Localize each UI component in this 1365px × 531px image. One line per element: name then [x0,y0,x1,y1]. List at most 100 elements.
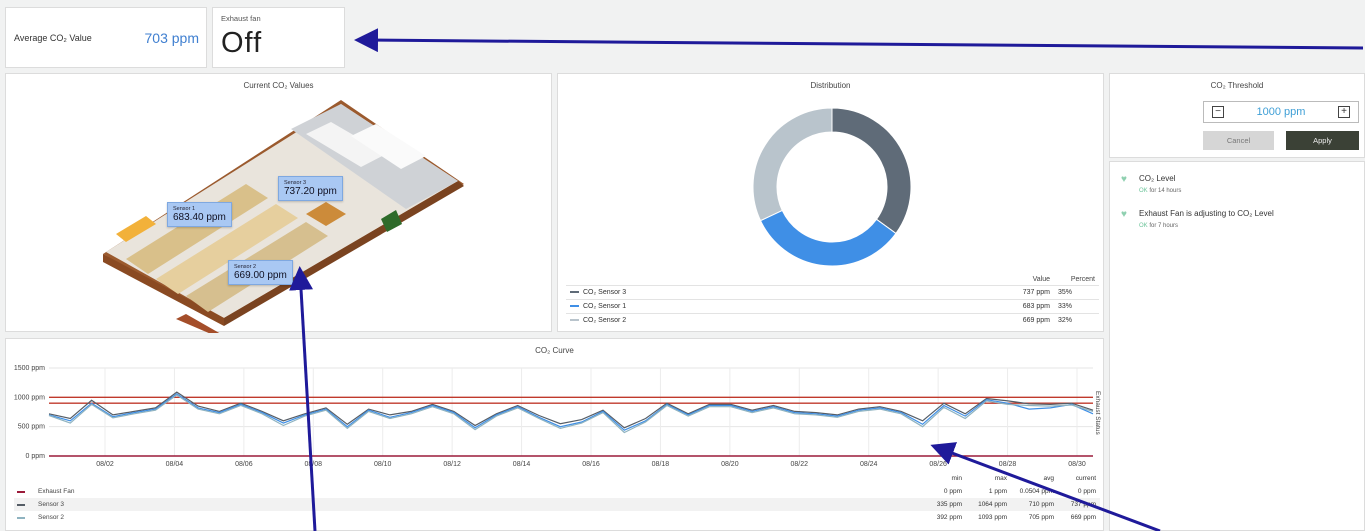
row-name: CO₂ Sensor 3 [583,289,627,296]
legend-header-row: min max avg current [14,472,1100,485]
threshold-panel: CO₂ Threshold − 1000 ppm + Cancel Apply [1109,73,1365,158]
legend-swatch [17,517,25,519]
x-tick-label: 08/26 [929,461,947,468]
status-title: Exhaust Fan is adjusting to CO₂ Level [1139,209,1274,218]
current-values-title: Current CO₂ Values [243,81,314,90]
cancel-button[interactable]: Cancel [1203,131,1274,150]
average-co2-value: 703 ppm [144,30,199,46]
series-line[interactable] [48,393,1094,431]
x-tick-label: 08/24 [860,461,878,468]
row-name: CO₂ Sensor 2 [583,317,627,324]
sensor-2-marker[interactable]: Sensor 2 669.00 ppm [228,260,293,285]
x-tick-label: 08/16 [582,461,600,468]
sensor-1-marker[interactable]: Sensor 1 683.40 ppm [167,202,232,227]
legend-header-current: current [1075,475,1096,482]
legend-swatch [570,305,579,308]
co2-curve-chart[interactable]: 0 ppm 500 ppm 1000 ppm 1500 ppm 08/02 08/04 08… [6,339,1105,472]
sensor-3-value: 737.20 ppm [284,186,337,197]
col-value-header: Value [1032,276,1050,283]
row-value: 737 ppm [939,285,1054,300]
apply-button[interactable]: Apply [1286,131,1359,150]
y-tick-label: 1000 ppm [14,394,45,401]
donut-slice[interactable] [831,107,912,235]
table-row: CO₂ Sensor 2 669 ppm 32% [566,313,1099,327]
distribution-donut-chart [752,107,912,267]
sensor-2-value: 669.00 ppm [234,270,287,281]
x-tick-label: 08/08 [305,461,323,468]
series-line[interactable] [48,391,1094,429]
legend-name: Sensor 2 [38,514,65,521]
table-row: CO₂ Sensor 3 737 ppm 35% [566,285,1099,300]
row-name: CO₂ Sensor 1 [583,303,627,310]
x-tick-label: 08/28 [999,461,1017,468]
legend-row-sensor-2[interactable]: Sensor 2 392 ppm 1093 ppm 705 ppm 669 pp… [14,511,1100,524]
status-duration: for 14 hours [1147,188,1182,194]
x-tick-label: 08/02 [96,461,114,468]
exhaust-fan-label: Exhaust fan [221,14,261,23]
x-tick-label: 08/06 [235,461,253,468]
series-line[interactable] [48,394,1094,434]
row-value: 683 ppm [939,299,1054,314]
exhaust-status-axis-label: Exhaust Status [1094,391,1101,435]
status-badge: OK [1139,188,1148,194]
table-row: CO₂ Sensor 1 683 ppm 33% [566,299,1099,314]
threshold-stepper[interactable]: − 1000 ppm + [1203,101,1359,123]
x-tick-label: 08/20 [721,461,739,468]
donut-slice[interactable] [759,209,897,267]
legend-current: 669 ppm [1070,514,1096,521]
curve-legend: min max avg current Exhaust Fan 0 ppm 1 … [14,472,1100,524]
threshold-title: CO₂ Threshold [1210,81,1264,90]
legend-swatch [570,291,579,294]
legend-row-sensor-3[interactable]: Sensor 3 335 ppm 1064 ppm 710 ppm 737 pp… [14,498,1100,511]
sensor-1-name: Sensor 1 [173,206,196,212]
increment-button[interactable]: + [1338,106,1350,118]
row-percent: 32% [1054,313,1099,327]
y-tick-label: 500 ppm [18,424,45,431]
legend-swatch [17,504,25,506]
distribution-table: Value Percent CO₂ Sensor 3 737 ppm 35% C… [566,274,1099,327]
heart-icon: ♥ [1121,209,1127,220]
col-percent-header: Percent [1070,276,1095,283]
legend-row-exhaust-fan[interactable]: Exhaust Fan 0 ppm 1 ppm 0.0504 ppm 0 ppm [14,485,1100,498]
x-tick-label: 08/30 [1068,461,1086,468]
average-co2-label: Average CO₂ Value [14,33,92,43]
legend-current: 737 ppm [1070,501,1096,508]
y-tick-label: 1500 ppm [14,365,45,372]
heart-icon: ♥ [1121,174,1127,185]
status-badge: OK [1139,223,1148,229]
co2-curve-panel: CO₂ Curve 0 ppm 500 ppm 1000 ppm 1500 ppm 08… [5,338,1104,531]
donut-slice[interactable] [752,107,833,222]
distribution-panel: Distribution Value Percent CO₂ Sensor 3 … [557,73,1104,332]
status-title: CO₂ Level [1139,174,1176,183]
row-percent: 33% [1054,299,1099,314]
legend-name: Exhaust Fan [38,488,75,495]
annotation-arrow [354,28,1364,53]
average-co2-tile: Average CO₂ Value 703 ppm [5,7,207,68]
sensor-2-name: Sensor 2 [234,264,257,270]
x-tick-label: 08/14 [513,461,531,468]
legend-swatch [17,491,25,493]
legend-swatch [570,319,579,322]
sensor-3-marker[interactable]: Sensor 3 737.20 ppm [278,176,343,201]
sensor-3-name: Sensor 3 [284,180,307,186]
legend-name: Sensor 3 [38,501,65,508]
y-tick-label: 0 ppm [26,453,46,460]
row-value: 669 ppm [939,313,1054,327]
exhaust-fan-tile: Exhaust fan Off [212,7,345,68]
status-duration: for 7 hours [1147,223,1179,229]
x-tick-label: 08/04 [166,461,184,468]
current-values-panel: Current CO₂ Values Sensor 1 683.40 ppm S… [5,73,552,333]
x-tick-label: 08/22 [791,461,809,468]
distribution-title: Distribution [810,81,851,90]
x-tick-label: 08/12 [443,461,461,468]
row-percent: 35% [1054,285,1099,300]
threshold-value[interactable]: 1000 ppm [1256,106,1306,118]
status-panel: ♥ CO₂ Level OK for 14 hours ♥ Exhaust Fa… [1109,161,1365,531]
decrement-button[interactable]: − [1212,106,1224,118]
sensor-1-value: 683.40 ppm [173,212,226,223]
x-tick-label: 08/18 [652,461,670,468]
exhaust-fan-value: Off [221,27,263,59]
legend-current: 0 ppm [1077,488,1096,495]
co2-curve-title: CO₂ Curve [535,346,574,355]
x-tick-label: 08/10 [374,461,392,468]
